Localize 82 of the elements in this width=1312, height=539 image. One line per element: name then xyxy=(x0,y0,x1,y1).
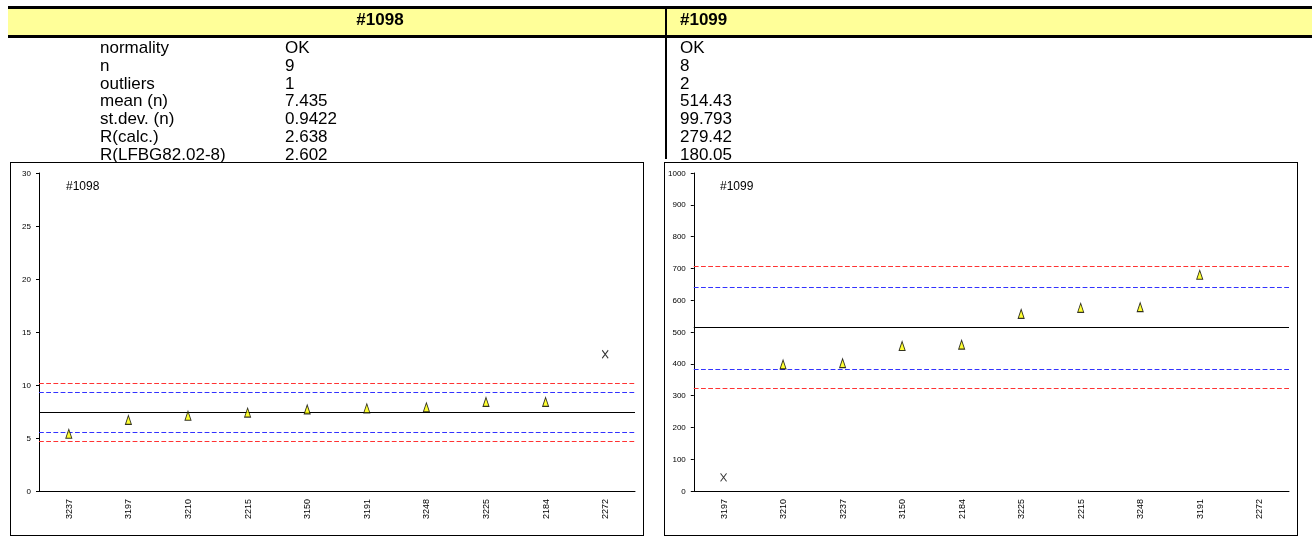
y-tick-label: 15 xyxy=(22,327,32,337)
category-label: st.dev. (n) xyxy=(100,109,175,129)
text: #1099 xyxy=(720,179,754,193)
x-tick-label: 3150 xyxy=(302,499,313,520)
x-tick-label: 2184 xyxy=(956,499,967,520)
point xyxy=(244,407,252,418)
point xyxy=(542,396,550,407)
point xyxy=(839,358,847,369)
point xyxy=(124,414,132,425)
point xyxy=(1136,302,1144,313)
point xyxy=(422,402,430,413)
y-tick-label: 30 xyxy=(22,168,32,178)
y-tick-label: 500 xyxy=(672,327,687,337)
x-tick-label: 2184 xyxy=(540,499,551,520)
y-tick-label: 800 xyxy=(672,232,687,242)
text: 2 xyxy=(680,73,690,93)
text: OK xyxy=(285,38,310,57)
point xyxy=(1017,308,1025,319)
text: 2.602 xyxy=(285,144,328,164)
x-tick-label: 3237 xyxy=(63,499,74,520)
point xyxy=(601,349,609,359)
x-tick-label: 2215 xyxy=(1075,499,1086,520)
text: 279.42 xyxy=(680,127,732,146)
text: #1098 xyxy=(66,179,100,193)
x-tick-label: 3191 xyxy=(1194,499,1205,520)
x-tick-label: 3248 xyxy=(421,499,432,520)
x-tick-label: 3191 xyxy=(361,499,372,520)
point xyxy=(65,428,73,439)
point xyxy=(1196,269,1204,280)
category-label: normality xyxy=(100,38,169,57)
text: 7.435 xyxy=(285,91,328,111)
x-tick-label: 2272 xyxy=(1254,499,1265,520)
point xyxy=(898,340,906,351)
text: 99.793 xyxy=(680,109,732,129)
category-label: #1098 xyxy=(355,10,405,30)
x-tick-label: 3197 xyxy=(718,499,729,520)
x-tick-label: 3197 xyxy=(123,499,134,520)
category-label: R(calc.) xyxy=(100,127,159,146)
y-tick-label: 700 xyxy=(672,263,687,273)
point xyxy=(303,404,311,415)
text: 180.05 xyxy=(680,144,732,164)
y-tick-label: 0 xyxy=(681,486,687,496)
point xyxy=(482,396,490,407)
text: 1 xyxy=(285,73,295,93)
x-tick-label: 2272 xyxy=(600,499,611,520)
y-tick-label: 400 xyxy=(672,359,687,369)
text: 8 xyxy=(680,55,690,75)
text: 0.9422 xyxy=(285,109,337,129)
text: 9 xyxy=(285,55,295,75)
x-tick-label: 3225 xyxy=(1016,499,1027,520)
text: 514.43 xyxy=(680,91,732,111)
x-tick-label: 3248 xyxy=(1135,499,1146,520)
point xyxy=(720,472,728,482)
point xyxy=(958,339,966,350)
x-tick-label: 3210 xyxy=(183,499,193,520)
y-tick-label: 10 xyxy=(22,380,32,390)
y-tick-label: 300 xyxy=(672,391,687,401)
y-tick-label: 200 xyxy=(672,422,687,432)
text: 2.638 xyxy=(285,127,328,146)
category-label: R(LFBG82.02-8) xyxy=(100,144,226,164)
text: OK xyxy=(680,38,705,57)
y-tick-label: 900 xyxy=(672,200,687,210)
y-tick-label: 20 xyxy=(22,274,32,284)
y-tick-label: 1000 xyxy=(668,168,687,178)
point xyxy=(779,359,787,370)
x-tick-label: 3237 xyxy=(837,499,848,520)
y-tick-label: 100 xyxy=(672,454,687,464)
y-tick-label: 5 xyxy=(26,433,32,443)
y-tick-label: 25 xyxy=(22,221,32,231)
point xyxy=(1077,302,1085,313)
x-tick-label: 3210 xyxy=(778,499,789,520)
category-label: #1099 xyxy=(680,10,729,30)
x-tick-label: 2215 xyxy=(242,499,253,520)
y-tick-label: 0 xyxy=(26,486,32,496)
category-label: n xyxy=(100,55,110,75)
point xyxy=(184,410,192,421)
category-label: outliers xyxy=(100,73,155,93)
y-tick-label: 600 xyxy=(672,295,687,305)
point xyxy=(363,403,371,414)
x-tick-label: 3150 xyxy=(897,499,908,520)
category-label: mean (n) xyxy=(100,91,169,111)
x-tick-label: 3225 xyxy=(481,499,491,520)
